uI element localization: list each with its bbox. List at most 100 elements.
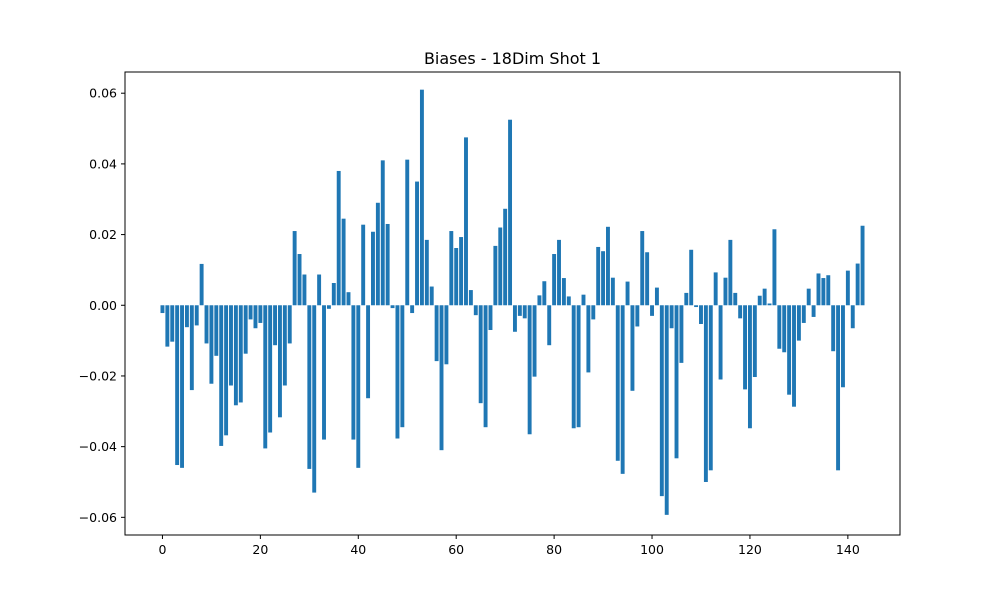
bar — [762, 288, 767, 306]
bar — [493, 245, 498, 306]
bar — [219, 305, 224, 446]
bar — [694, 305, 699, 308]
bar — [782, 305, 787, 353]
bar — [180, 305, 184, 468]
bar — [292, 231, 297, 306]
x-tick-label: 60 — [448, 542, 464, 557]
bar — [679, 305, 684, 363]
bar — [596, 246, 601, 306]
bar — [233, 305, 238, 406]
bar — [204, 305, 209, 344]
y-tick-label: 0.06 — [89, 86, 117, 101]
x-axis: 0 20 40 60 80 100 120 140 — [158, 535, 860, 557]
bar — [831, 305, 836, 352]
bar — [390, 305, 395, 309]
bar — [429, 286, 434, 306]
bar — [738, 305, 743, 319]
bar — [816, 273, 821, 306]
x-tick-label: 80 — [546, 542, 562, 557]
bar — [586, 305, 591, 373]
bar — [317, 274, 322, 306]
x-tick-label: 20 — [252, 542, 268, 557]
bar — [395, 305, 400, 439]
bar — [566, 296, 571, 306]
bar — [708, 305, 713, 471]
bar — [400, 305, 405, 428]
bar — [561, 278, 566, 306]
bar — [419, 89, 424, 306]
bar — [356, 305, 361, 468]
x-tick-label: 140 — [836, 542, 860, 557]
bar — [743, 305, 748, 390]
bar — [248, 305, 253, 320]
bar — [552, 254, 557, 306]
bar — [615, 305, 620, 461]
bar — [351, 305, 356, 440]
bar — [184, 305, 189, 328]
y-tick-label: −0.06 — [79, 510, 117, 525]
bar — [434, 305, 439, 362]
bar — [630, 305, 635, 391]
bar — [733, 292, 738, 306]
bar — [821, 278, 826, 306]
bar — [664, 305, 669, 515]
bar — [160, 305, 165, 314]
y-tick-label: 0.04 — [89, 156, 117, 171]
bar — [258, 305, 263, 323]
bar — [512, 305, 517, 332]
bar — [498, 227, 503, 306]
y-tick-label: 0.02 — [89, 227, 117, 242]
bar — [331, 283, 336, 306]
bar — [439, 305, 444, 451]
bar — [361, 224, 366, 306]
bar — [522, 305, 527, 319]
bar — [459, 237, 464, 306]
bar — [787, 305, 792, 395]
bar — [263, 305, 268, 449]
bar — [483, 305, 488, 428]
bar — [689, 249, 694, 306]
bar — [508, 119, 513, 306]
bar — [571, 305, 576, 429]
bar — [640, 231, 645, 306]
bar — [468, 290, 473, 306]
bar — [591, 305, 596, 320]
bar — [527, 305, 532, 435]
bar — [718, 305, 723, 380]
y-axis: −0.06 −0.04 −0.02 0.00 0.02 0.04 0.06 — [79, 86, 125, 525]
bar — [836, 305, 841, 471]
bar — [850, 305, 855, 329]
bar — [713, 272, 718, 306]
bar — [243, 305, 248, 354]
bar — [375, 202, 380, 306]
bar — [410, 305, 415, 314]
bar — [478, 305, 483, 404]
bar — [654, 287, 659, 306]
x-tick-label: 0 — [158, 542, 166, 557]
bar — [454, 248, 459, 306]
bar — [209, 305, 214, 384]
bar — [581, 294, 586, 306]
bar — [576, 305, 581, 428]
bar — [792, 305, 796, 407]
bar — [326, 305, 331, 309]
bar — [752, 305, 757, 378]
bar — [635, 305, 640, 327]
bar — [796, 305, 801, 341]
bar — [253, 305, 258, 329]
bar — [341, 218, 346, 306]
bar — [757, 295, 762, 306]
bar — [699, 305, 703, 324]
bar — [424, 239, 429, 306]
bar — [625, 281, 630, 306]
bar — [684, 292, 689, 306]
bar — [650, 305, 654, 316]
bar — [194, 305, 199, 326]
bar — [826, 275, 831, 306]
bar — [659, 305, 664, 497]
bar — [199, 263, 204, 306]
bar — [811, 305, 816, 317]
bar — [302, 274, 307, 306]
bar — [703, 305, 708, 482]
